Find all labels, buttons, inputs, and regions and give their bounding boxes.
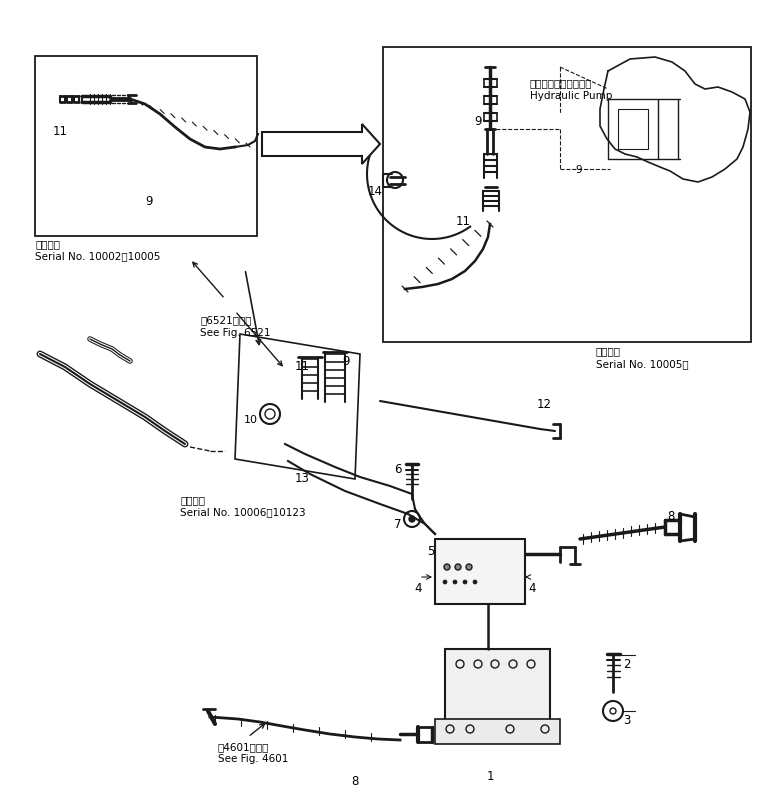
- Bar: [435, 719, 560, 744]
- Circle shape: [473, 581, 477, 585]
- Text: 第4601図参照: 第4601図参照: [218, 741, 269, 751]
- Text: 11: 11: [53, 125, 68, 138]
- Bar: [445, 649, 550, 739]
- Text: 適用号機: 適用号機: [596, 346, 621, 355]
- Text: 適用号機: 適用号機: [35, 239, 60, 249]
- Bar: [435, 539, 525, 604]
- Text: 8: 8: [351, 774, 359, 787]
- Text: 9: 9: [474, 115, 482, 128]
- Text: Hydraulic Pump: Hydraulic Pump: [530, 91, 612, 101]
- Text: 4: 4: [528, 581, 535, 594]
- Circle shape: [443, 581, 447, 585]
- Circle shape: [444, 565, 450, 570]
- Text: 14: 14: [368, 184, 383, 198]
- Text: Serial No. 10002～10005: Serial No. 10002～10005: [35, 251, 160, 261]
- Text: 適用号機: 適用号機: [180, 494, 205, 504]
- Text: 4: 4: [414, 581, 422, 594]
- Text: 第6521図参照: 第6521図参照: [200, 314, 252, 325]
- Text: Serial No. 10005～: Serial No. 10005～: [596, 358, 689, 369]
- Text: 11: 11: [295, 359, 310, 373]
- Bar: [618, 110, 648, 150]
- Text: 1: 1: [486, 769, 494, 782]
- Bar: [608, 100, 658, 160]
- Text: 8: 8: [667, 509, 674, 522]
- Text: 9: 9: [145, 195, 153, 208]
- Text: 9: 9: [342, 354, 350, 367]
- Text: Serial No. 10006～10123: Serial No. 10006～10123: [180, 506, 305, 516]
- Text: 9: 9: [575, 164, 581, 175]
- Text: 2: 2: [623, 657, 630, 670]
- Bar: [35, 57, 257, 237]
- Circle shape: [453, 581, 457, 585]
- Text: 6: 6: [394, 463, 401, 476]
- Bar: [383, 48, 751, 342]
- Text: ハイドロリックポンプ: ハイドロリックポンプ: [530, 78, 592, 88]
- Text: 13: 13: [295, 472, 310, 484]
- Circle shape: [409, 516, 415, 522]
- Text: 12: 12: [537, 398, 552, 411]
- Text: 5: 5: [427, 545, 434, 557]
- Text: See Fig. 6521: See Fig. 6521: [200, 327, 271, 338]
- Text: 7: 7: [394, 517, 401, 530]
- Polygon shape: [262, 125, 380, 164]
- Text: 3: 3: [623, 713, 630, 726]
- Circle shape: [455, 565, 461, 570]
- Text: See Fig. 4601: See Fig. 4601: [218, 753, 288, 763]
- Text: 10: 10: [244, 415, 258, 424]
- Text: 11: 11: [456, 215, 471, 228]
- Circle shape: [466, 565, 472, 570]
- Circle shape: [610, 708, 616, 714]
- Circle shape: [463, 581, 467, 585]
